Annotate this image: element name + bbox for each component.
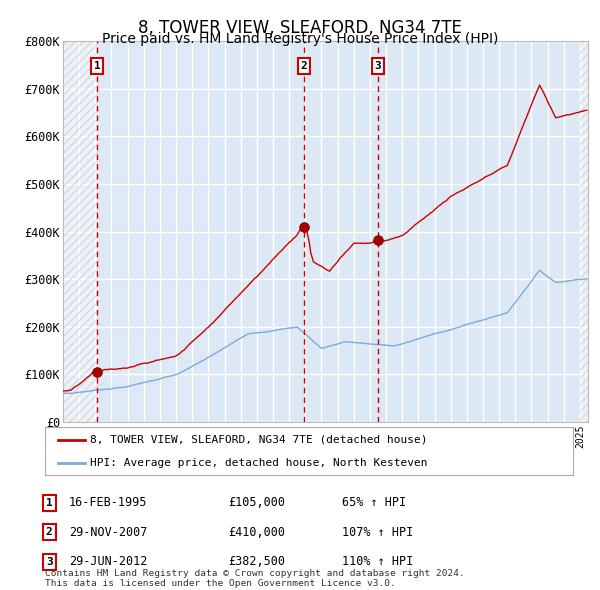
Text: 2: 2 (46, 527, 53, 537)
Text: £410,000: £410,000 (228, 526, 285, 539)
Text: 29-JUN-2012: 29-JUN-2012 (69, 555, 148, 568)
Text: 1: 1 (46, 498, 53, 507)
Text: HPI: Average price, detached house, North Kesteven: HPI: Average price, detached house, Nort… (90, 458, 427, 468)
Text: 3: 3 (374, 61, 382, 71)
Text: 110% ↑ HPI: 110% ↑ HPI (342, 555, 413, 568)
Text: 65% ↑ HPI: 65% ↑ HPI (342, 496, 406, 509)
Text: Contains HM Land Registry data © Crown copyright and database right 2024.
This d: Contains HM Land Registry data © Crown c… (45, 569, 465, 588)
Bar (580, 41, 588, 422)
Text: 29-NOV-2007: 29-NOV-2007 (69, 526, 148, 539)
Text: 1: 1 (94, 61, 101, 71)
Text: Price paid vs. HM Land Registry's House Price Index (HPI): Price paid vs. HM Land Registry's House … (102, 32, 498, 47)
Text: 3: 3 (46, 557, 53, 566)
Text: £105,000: £105,000 (228, 496, 285, 509)
Text: 2: 2 (301, 61, 307, 71)
Bar (63, 41, 100, 422)
Text: 107% ↑ HPI: 107% ↑ HPI (342, 526, 413, 539)
Text: 8, TOWER VIEW, SLEAFORD, NG34 7TE: 8, TOWER VIEW, SLEAFORD, NG34 7TE (138, 19, 462, 37)
Text: £382,500: £382,500 (228, 555, 285, 568)
Text: 8, TOWER VIEW, SLEAFORD, NG34 7TE (detached house): 8, TOWER VIEW, SLEAFORD, NG34 7TE (detac… (90, 435, 427, 445)
Text: 16-FEB-1995: 16-FEB-1995 (69, 496, 148, 509)
